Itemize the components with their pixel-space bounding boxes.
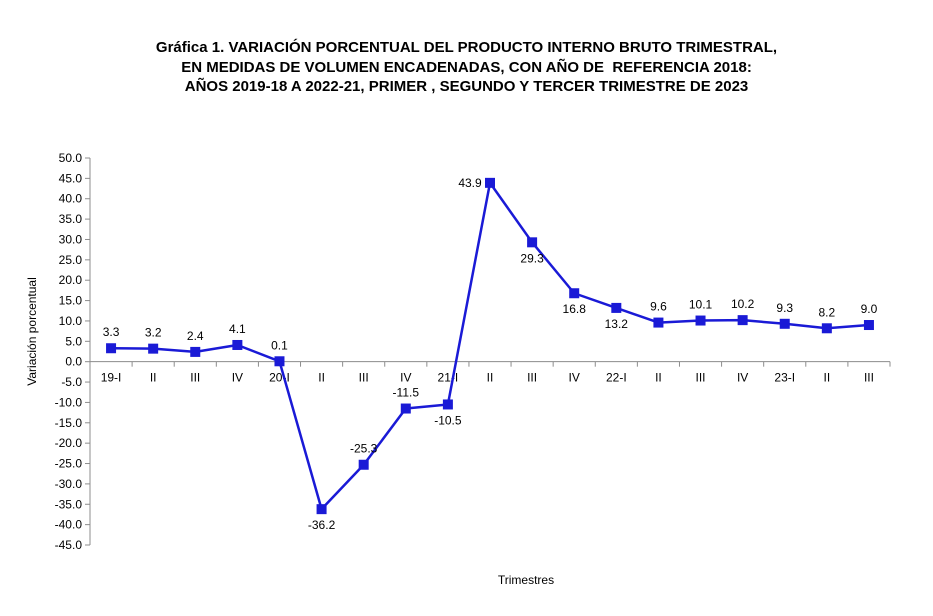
data-labels: 3.3 3.2 2.4 4.1 0.1 -36.2 -25.3 -11.5 -10.5 43.9 2… bbox=[103, 176, 878, 532]
y-tick-label: -5.0 bbox=[61, 375, 82, 389]
data-label: 3.3 bbox=[103, 325, 120, 339]
y-tick-label: -20.0 bbox=[55, 436, 83, 450]
data-label: 4.1 bbox=[229, 322, 246, 336]
data-point-marker bbox=[569, 288, 580, 299]
y-tick-label: 30.0 bbox=[59, 232, 83, 246]
x-tick-label: 22-I bbox=[606, 371, 627, 385]
x-tick-label: 23-I bbox=[774, 371, 795, 385]
chart-title: Gráfica 1. VARIACIÓN PORCENTUAL DEL PROD… bbox=[0, 38, 933, 97]
data-label: -11.5 bbox=[393, 386, 420, 400]
x-tick-label: IV bbox=[569, 371, 580, 385]
data-point-marker bbox=[106, 343, 117, 354]
y-tick-label: 50.0 bbox=[59, 151, 83, 165]
x-tick-label: III bbox=[190, 371, 200, 385]
data-point-marker bbox=[737, 315, 748, 326]
y-tick-label: -15.0 bbox=[55, 416, 83, 430]
x-axis-label: Trimestres bbox=[498, 573, 554, 587]
y-tick-label: 5.0 bbox=[65, 334, 82, 348]
data-label: 0.1 bbox=[271, 338, 288, 352]
series-path bbox=[111, 181, 870, 511]
x-axis: 19-I II III IV 20-I II III IV 21-I II III IV 22-I II I… bbox=[89, 361, 891, 385]
y-axis: 50.0 45.0 40.0 35.0 30.0 25.0 20.0 15.0 10.0 5.0 0… bbox=[55, 151, 91, 552]
data-point-marker bbox=[695, 315, 706, 326]
x-tick-label: III bbox=[359, 371, 369, 385]
data-point-marker bbox=[316, 504, 327, 515]
series-line bbox=[106, 177, 874, 515]
data-label: 2.4 bbox=[187, 329, 204, 343]
y-axis-label: Variación porcentual bbox=[25, 277, 39, 386]
chart-title-line-3: AÑOS 2019-18 A 2022-21, PRIMER , SEGUNDO… bbox=[184, 78, 749, 95]
y-tick-label: 10.0 bbox=[59, 314, 83, 328]
data-label: 8.2 bbox=[818, 305, 835, 319]
data-point-marker bbox=[653, 317, 664, 328]
y-tick-label: -45.0 bbox=[55, 538, 83, 552]
x-tick-label: II bbox=[824, 371, 831, 385]
data-label: 9.6 bbox=[650, 300, 667, 314]
data-point-marker bbox=[863, 320, 874, 331]
data-label: 13.2 bbox=[605, 317, 629, 331]
x-tick-label: 19-I bbox=[101, 371, 122, 385]
chart-title-line-1: Gráfica 1. VARIACIÓN PORCENTUAL DEL PROD… bbox=[155, 39, 778, 56]
data-label: 9.3 bbox=[776, 301, 793, 315]
x-tick-label: IV bbox=[232, 371, 243, 385]
data-point-marker bbox=[190, 346, 201, 357]
x-tick-label: II bbox=[655, 371, 662, 385]
data-point-marker bbox=[148, 343, 159, 354]
data-label: 29.3 bbox=[520, 251, 544, 265]
data-point-marker bbox=[358, 459, 369, 470]
y-tick-label: 0.0 bbox=[65, 355, 82, 369]
y-tick-label: -35.0 bbox=[55, 497, 83, 511]
x-tick-label: II bbox=[487, 371, 494, 385]
y-tick-label: -30.0 bbox=[55, 477, 83, 491]
data-point-marker bbox=[232, 339, 243, 350]
x-tick-label: II bbox=[318, 371, 325, 385]
data-label: 10.2 bbox=[731, 297, 755, 311]
x-tick-label: II bbox=[150, 371, 157, 385]
chart-title-line-2: EN MEDIDAS DE VOLUMEN ENCADENADAS, CON A… bbox=[181, 58, 752, 76]
data-label: -36.2 bbox=[308, 518, 336, 532]
data-point-marker bbox=[527, 237, 538, 248]
data-point-marker bbox=[274, 356, 285, 367]
data-label: 43.9 bbox=[458, 176, 482, 190]
data-point-marker bbox=[400, 403, 411, 414]
data-point-marker bbox=[611, 302, 622, 313]
y-tick-label: -25.0 bbox=[55, 457, 83, 471]
x-tick-label: IV bbox=[737, 371, 748, 385]
y-tick-label: 15.0 bbox=[59, 294, 83, 308]
x-tick-label: III bbox=[527, 371, 537, 385]
data-label: 10.1 bbox=[689, 298, 713, 312]
x-tick-label: III bbox=[864, 371, 874, 385]
data-label: 9.0 bbox=[861, 302, 878, 316]
data-label: -10.5 bbox=[434, 413, 462, 427]
data-label: 16.8 bbox=[563, 302, 587, 316]
data-point-marker bbox=[779, 318, 790, 329]
y-tick-label: 20.0 bbox=[59, 273, 83, 287]
data-label: 3.2 bbox=[145, 326, 162, 340]
data-label: -25.3 bbox=[350, 442, 378, 456]
y-tick-label: 45.0 bbox=[59, 171, 83, 185]
y-tick-label: 25.0 bbox=[59, 253, 83, 267]
y-tick-label: 35.0 bbox=[59, 212, 83, 226]
data-point-marker bbox=[485, 177, 495, 188]
y-tick-label: 40.0 bbox=[59, 192, 83, 206]
y-tick-label: -10.0 bbox=[55, 395, 83, 409]
x-tick-label: III bbox=[696, 371, 706, 385]
x-tick-label: IV bbox=[400, 371, 411, 385]
data-point-marker bbox=[821, 323, 832, 334]
data-point-marker bbox=[442, 399, 453, 410]
y-tick-label: -40.0 bbox=[55, 518, 83, 532]
